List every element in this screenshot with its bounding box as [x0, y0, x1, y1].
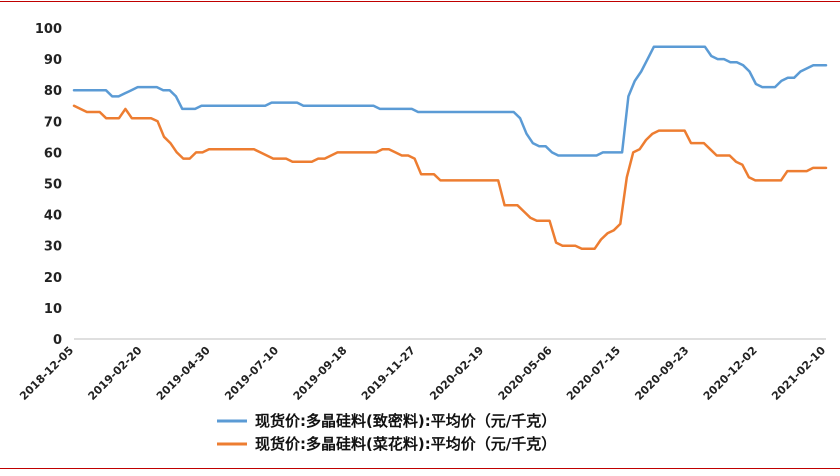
x-tick-label: 2018-12-05 — [17, 344, 76, 403]
x-tick-label: 2020-02-19 — [427, 344, 486, 403]
y-tick-label: 60 — [44, 146, 62, 161]
x-tick-label: 2021-02-10 — [769, 344, 828, 403]
series-line-2 — [72, 104, 828, 251]
x-tick-label: 2020-05-06 — [496, 344, 555, 403]
y-tick-label: 80 — [44, 84, 62, 99]
x-tick-label: 2019-02-20 — [86, 344, 145, 403]
x-tick-label: 2019-07-10 — [222, 344, 281, 403]
legend: 现货价:多晶硅料(致密料):平均价（元/千克） 现货价:多晶硅料(菜花料):平均价… — [217, 412, 556, 453]
y-tick-label: 40 — [44, 209, 62, 224]
series-line-1 — [72, 45, 828, 157]
x-tick-label: 2020-09-23 — [632, 344, 691, 403]
x-tick-label: 2019-11-27 — [359, 344, 418, 403]
y-axis: 0 10 20 30 40 50 60 70 80 90 100 — [35, 22, 62, 348]
x-tick-label: 2019-04-30 — [154, 344, 213, 403]
y-tick-label: 100 — [35, 22, 62, 37]
legend-label-1: 现货价:多晶硅料(致密料):平均价（元/千克） — [255, 412, 556, 430]
y-tick-label: 50 — [44, 178, 62, 193]
bottom-rule — [0, 468, 840, 469]
y-tick-label: 0 — [53, 333, 62, 348]
y-tick-label: 70 — [44, 115, 62, 130]
x-axis: 2018-12-05 2019-02-20 2019-04-30 2019-07-10… — [17, 338, 828, 403]
y-tick-label: 90 — [44, 53, 62, 68]
y-tick-label: 10 — [44, 302, 62, 317]
series-lines — [72, 45, 828, 251]
y-tick-label: 20 — [44, 271, 62, 286]
x-tick-label: 2020-07-15 — [564, 344, 623, 403]
x-tick-label: 2020-12-02 — [701, 344, 760, 403]
x-tick-label: 2019-09-18 — [291, 344, 350, 403]
top-rule — [0, 1, 840, 2]
legend-label-2: 现货价:多晶硅料(菜花料):平均价（元/千克） — [255, 435, 556, 453]
y-tick-label: 30 — [44, 240, 62, 255]
